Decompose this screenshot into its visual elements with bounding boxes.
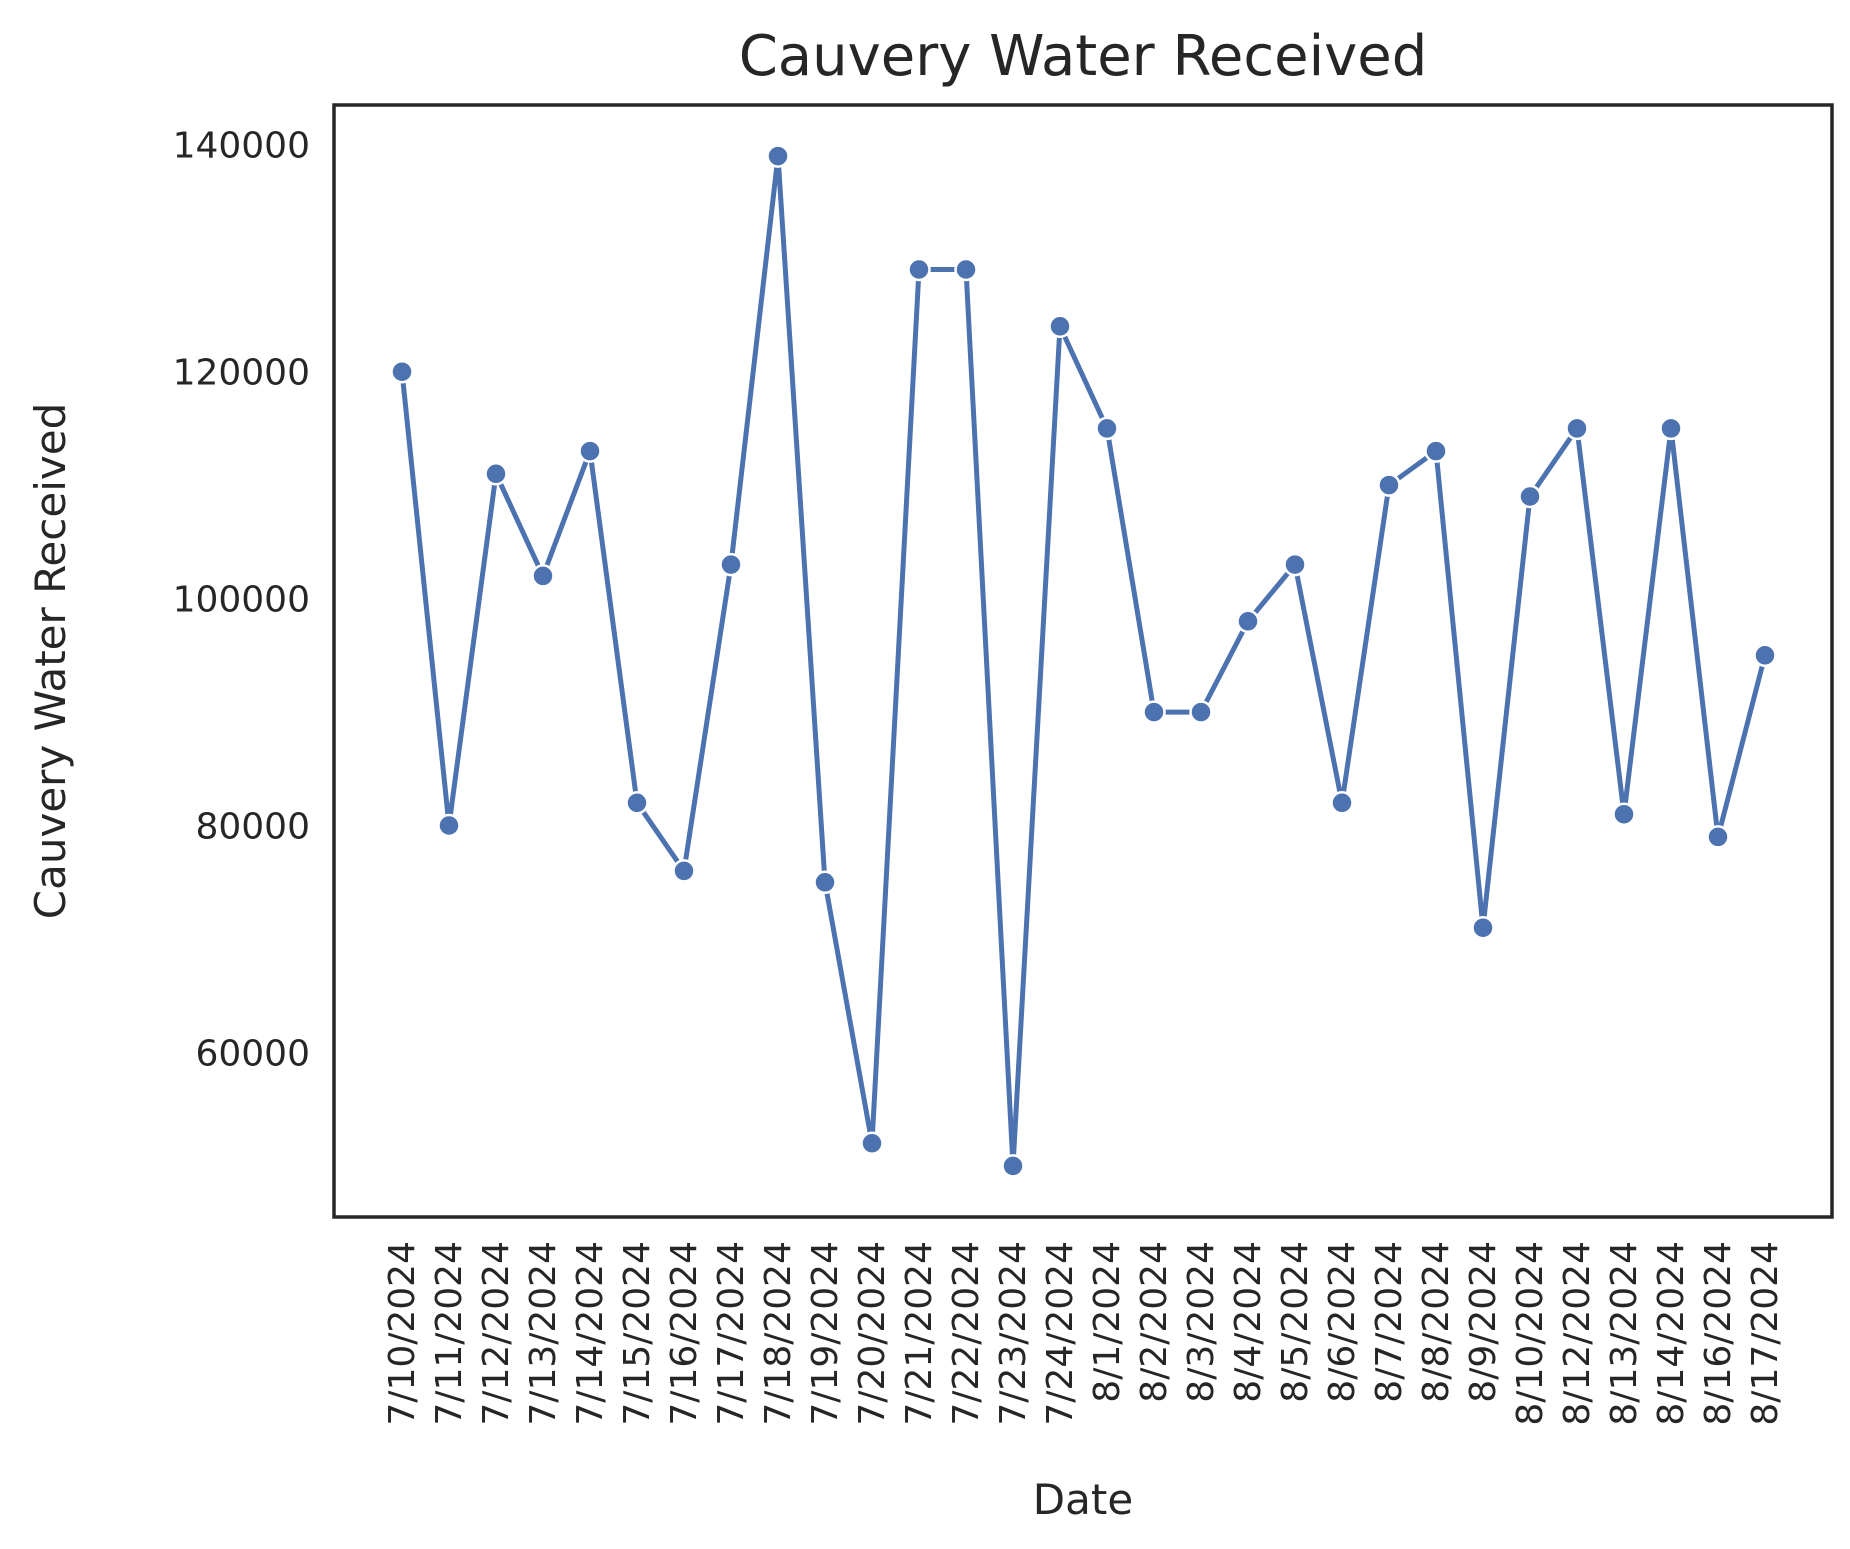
data-point <box>907 257 931 282</box>
data-point <box>578 439 602 463</box>
x-tick-label: 7/18/2024 <box>758 1241 799 1426</box>
x-tick-label: 7/14/2024 <box>570 1241 611 1426</box>
y-tick-label: 80000 <box>195 807 310 848</box>
x-tick-label: 7/13/2024 <box>523 1241 564 1426</box>
series-line <box>399 153 1768 1169</box>
x-axis-label: Date <box>1033 1475 1133 1524</box>
data-point <box>719 552 743 577</box>
data-point <box>1424 439 1448 463</box>
data-point <box>1283 552 1307 577</box>
x-tick-label: 7/15/2024 <box>617 1241 658 1426</box>
x-tick-label: 8/5/2024 <box>1275 1241 1316 1403</box>
data-point <box>1236 609 1260 634</box>
x-tick-label: 8/1/2024 <box>1087 1241 1128 1403</box>
x-tick-label: 7/19/2024 <box>805 1241 846 1426</box>
x-tick-label: 8/8/2024 <box>1416 1241 1457 1403</box>
x-tick-label: 8/10/2024 <box>1510 1241 1551 1426</box>
x-tick-label: 7/16/2024 <box>664 1241 705 1426</box>
data-point <box>1753 643 1777 668</box>
x-tick-label: 8/9/2024 <box>1463 1241 1504 1403</box>
data-point <box>1471 915 1495 940</box>
data-point <box>1612 802 1636 826</box>
data-point <box>1659 416 1683 441</box>
data-point <box>766 144 790 168</box>
chart-title: Cauvery Water Received <box>739 24 1428 89</box>
data-point <box>1048 314 1072 339</box>
data-point <box>484 462 508 486</box>
x-tick-label: 8/4/2024 <box>1228 1241 1269 1403</box>
x-tick-label: 8/17/2024 <box>1745 1241 1786 1426</box>
x-tick-label: 7/17/2024 <box>711 1241 752 1426</box>
plot-frame <box>332 103 1834 1219</box>
data-point <box>860 1131 884 1155</box>
x-tick-label: 8/3/2024 <box>1181 1241 1222 1403</box>
x-axis-ticks: 7/10/2024 7/11/2024 7/12/2024 7/13/2024 7/14… <box>382 1241 1786 1426</box>
x-tick-label: 7/21/2024 <box>899 1241 940 1426</box>
data-point <box>1095 416 1119 441</box>
data-point <box>1001 1154 1025 1178</box>
data-point <box>625 791 649 815</box>
x-tick-label: 7/24/2024 <box>1040 1241 1081 1426</box>
data-point <box>437 813 461 838</box>
y-axis-ticks: 60000 80000 100000 120000 140000 <box>173 126 310 1075</box>
x-tick-label: 8/16/2024 <box>1698 1241 1739 1426</box>
y-axis-label: Cauvery Water Received <box>26 403 75 919</box>
x-tick-label: 8/12/2024 <box>1557 1241 1598 1426</box>
data-point <box>1518 484 1542 509</box>
data-point <box>1565 416 1589 441</box>
y-tick-label: 100000 <box>173 580 310 621</box>
x-tick-label: 7/22/2024 <box>946 1241 987 1426</box>
x-tick-label: 7/23/2024 <box>993 1241 1034 1426</box>
x-tick-label: 7/12/2024 <box>476 1241 517 1426</box>
y-tick-label: 120000 <box>173 353 310 394</box>
x-tick-label: 7/10/2024 <box>382 1241 423 1426</box>
data-point <box>813 870 837 895</box>
x-tick-label: 8/7/2024 <box>1369 1241 1410 1403</box>
data-point <box>1142 700 1166 724</box>
data-point <box>1706 825 1730 849</box>
data-points <box>390 144 1777 1178</box>
data-point <box>531 564 555 588</box>
data-point <box>1330 791 1354 815</box>
x-tick-label: 7/11/2024 <box>429 1241 470 1426</box>
x-tick-label: 8/13/2024 <box>1604 1241 1645 1426</box>
data-point <box>1377 473 1401 497</box>
x-tick-label: 8/2/2024 <box>1134 1241 1175 1403</box>
y-tick-label: 140000 <box>173 126 310 167</box>
data-point <box>672 859 696 883</box>
x-tick-label: 8/14/2024 <box>1651 1241 1692 1426</box>
x-tick-label: 7/20/2024 <box>852 1241 893 1426</box>
data-point <box>390 359 414 384</box>
x-tick-label: 8/6/2024 <box>1322 1241 1363 1403</box>
y-tick-label: 60000 <box>195 1033 310 1074</box>
data-point <box>954 257 978 282</box>
data-point <box>1189 700 1213 724</box>
